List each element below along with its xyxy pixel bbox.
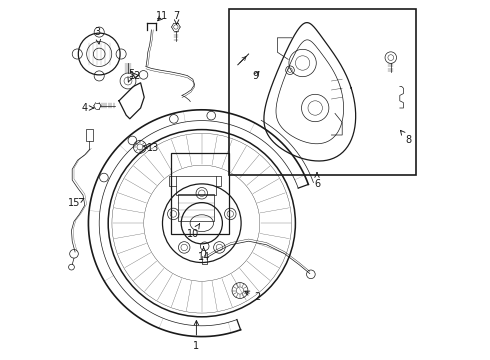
Text: 7: 7 — [173, 11, 180, 24]
Text: 11: 11 — [156, 11, 169, 21]
Bar — [178, 194, 214, 220]
Text: 6: 6 — [314, 173, 320, 189]
Text: 12: 12 — [129, 71, 142, 81]
Text: 5: 5 — [128, 69, 135, 82]
Text: 13: 13 — [144, 143, 159, 153]
Text: 3: 3 — [95, 27, 100, 44]
Bar — [86, 129, 93, 141]
Bar — [229, 9, 416, 175]
Text: 15: 15 — [68, 198, 84, 208]
Text: 2: 2 — [245, 291, 261, 302]
Text: 4: 4 — [82, 103, 94, 113]
Text: 1: 1 — [194, 321, 199, 351]
Text: 10: 10 — [187, 224, 199, 239]
Text: 14: 14 — [197, 247, 210, 262]
Bar — [171, 153, 229, 234]
Text: 8: 8 — [400, 130, 412, 145]
Text: 9: 9 — [253, 71, 259, 81]
Bar — [175, 175, 216, 195]
